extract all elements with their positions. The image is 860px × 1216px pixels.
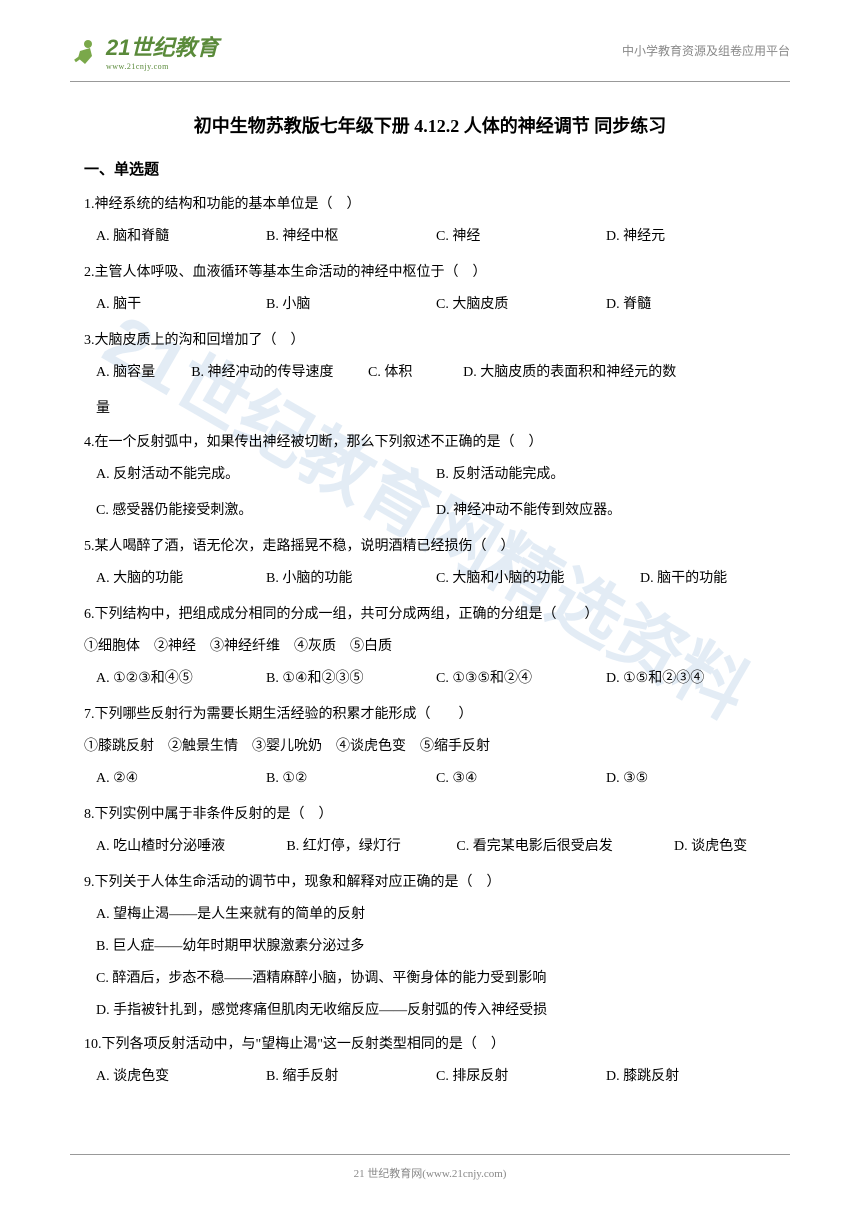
q5-text: 5.某人喝醉了酒，语无伦次，走路摇晃不稳，说明酒精已经损伤（ ） <box>84 533 776 561</box>
question-10: 10.下列各项反射活动中，与"望梅止渴"这一反射类型相同的是（ ） A. 谈虎色… <box>84 1031 776 1091</box>
q6-options: A. ①②③和④⑤ B. ①④和②③⑤ C. ①③⑤和②④ D. ①⑤和②③④ <box>84 665 776 693</box>
question-9: 9.下列关于人体生命活动的调节中，现象和解释对应正确的是（ ） A. 望梅止渴—… <box>84 869 776 1025</box>
question-6: 6.下列结构中，把组成成分相同的分成一组，共可分成两组，正确的分组是（ ） ①细… <box>84 601 776 693</box>
page-header: 21世纪教育 www.21cnjy.com 中小学教育资源及组卷应用平台 <box>70 0 790 82</box>
q9-option-a: A. 望梅止渴——是人生来就有的简单的反射 <box>84 901 776 929</box>
q1-option-a: A. 脑和脊髓 <box>96 223 266 251</box>
q9-option-b: B. 巨人症——幼年时期甲状腺激素分泌过多 <box>84 933 776 961</box>
logo-text-wrap: 21世纪教育 www.21cnjy.com <box>106 30 218 71</box>
question-1: 1.神经系统的结构和功能的基本单位是（ ） A. 脑和脊髓 B. 神经中枢 C.… <box>84 191 776 251</box>
q3-option-d: D. 大脑皮质的表面积和神经元的数 <box>463 359 776 387</box>
q4-option-b: B. 反射活动能完成。 <box>436 461 776 489</box>
q10-option-d: D. 膝跳反射 <box>606 1063 776 1091</box>
q10-option-a: A. 谈虎色变 <box>96 1063 266 1091</box>
q7-sub: ①膝跳反射 ②触景生情 ③婴儿吮奶 ④谈虎色变 ⑤缩手反射 <box>84 733 776 761</box>
question-5: 5.某人喝醉了酒，语无伦次，走路摇晃不稳，说明酒精已经损伤（ ） A. 大脑的功… <box>84 533 776 593</box>
q10-options: A. 谈虎色变 B. 缩手反射 C. 排尿反射 D. 膝跳反射 <box>84 1063 776 1091</box>
q8-option-d: D. 谈虎色变 <box>674 833 776 861</box>
content-area: 初中生物苏教版七年级下册 4.12.2 人体的神经调节 同步练习 一、单选题 1… <box>0 82 860 1091</box>
q4-option-d: D. 神经冲动不能传到效应器。 <box>436 497 776 525</box>
q1-option-c: C. 神经 <box>436 223 606 251</box>
q1-option-d: D. 神经元 <box>606 223 776 251</box>
q6-option-d: D. ①⑤和②③④ <box>606 665 776 693</box>
q6-option-c: C. ①③⑤和②④ <box>436 665 606 693</box>
question-8: 8.下列实例中属于非条件反射的是（ ） A. 吃山楂时分泌唾液 B. 红灯停，绿… <box>84 801 776 861</box>
person-icon <box>70 36 100 66</box>
q3-options: A. 脑容量 B. 神经冲动的传导速度 C. 体积 D. 大脑皮质的表面积和神经… <box>84 359 776 387</box>
q6-sub: ①细胞体 ②神经 ③神经纤维 ④灰质 ⑤白质 <box>84 633 776 661</box>
q7-option-b: B. ①② <box>266 765 436 793</box>
question-3: 3.大脑皮质上的沟和回增加了（ ） A. 脑容量 B. 神经冲动的传导速度 C.… <box>84 327 776 423</box>
q3-option-a: A. 脑容量 <box>96 359 191 387</box>
q10-option-b: B. 缩手反射 <box>266 1063 436 1091</box>
question-7: 7.下列哪些反射行为需要长期生活经验的积累才能形成（ ） ①膝跳反射 ②触景生情… <box>84 701 776 793</box>
logo-main-text: 21世纪教育 <box>106 35 218 60</box>
logo-area: 21世纪教育 www.21cnjy.com <box>70 30 218 71</box>
q7-option-d: D. ③⑤ <box>606 765 776 793</box>
q2-options: A. 脑干 B. 小脑 C. 大脑皮质 D. 脊髓 <box>84 291 776 319</box>
page-footer: 21 世纪教育网(www.21cnjy.com) <box>70 1154 790 1181</box>
q3-option-c: C. 体积 <box>368 359 463 387</box>
q8-text: 8.下列实例中属于非条件反射的是（ ） <box>84 801 776 829</box>
question-4: 4.在一个反射弧中，如果传出神经被切断，那么下列叙述不正确的是（ ） A. 反射… <box>84 429 776 525</box>
q9-text: 9.下列关于人体生命活动的调节中，现象和解释对应正确的是（ ） <box>84 869 776 897</box>
q4-option-c: C. 感受器仍能接受刺激。 <box>96 497 436 525</box>
header-right-text: 中小学教育资源及组卷应用平台 <box>622 42 790 59</box>
q3-text: 3.大脑皮质上的沟和回增加了（ ） <box>84 327 776 355</box>
q6-option-b: B. ①④和②③⑤ <box>266 665 436 693</box>
q5-options: A. 大脑的功能 B. 小脑的功能 C. 大脑和小脑的功能 D. 脑干的功能 <box>84 565 776 593</box>
q3-option-b: B. 神经冲动的传导速度 <box>191 359 368 387</box>
q2-option-b: B. 小脑 <box>266 291 436 319</box>
q4-text: 4.在一个反射弧中，如果传出神经被切断，那么下列叙述不正确的是（ ） <box>84 429 776 457</box>
q5-option-a: A. 大脑的功能 <box>96 565 266 593</box>
q5-option-c: C. 大脑和小脑的功能 <box>436 565 640 593</box>
q2-option-c: C. 大脑皮质 <box>436 291 606 319</box>
q9-option-c: C. 醉酒后，步态不稳——酒精麻醉小脑，协调、平衡身体的能力受到影响 <box>84 965 776 993</box>
q6-text: 6.下列结构中，把组成成分相同的分成一组，共可分成两组，正确的分组是（ ） <box>84 601 776 629</box>
q4-option-a: A. 反射活动不能完成。 <box>96 461 436 489</box>
question-2: 2.主管人体呼吸、血液循环等基本生命活动的神经中枢位于（ ） A. 脑干 B. … <box>84 259 776 319</box>
q8-option-c: C. 看完某电影后很受启发 <box>456 833 674 861</box>
q1-options: A. 脑和脊髓 B. 神经中枢 C. 神经 D. 神经元 <box>84 223 776 251</box>
q6-option-a: A. ①②③和④⑤ <box>96 665 266 693</box>
logo-sub-text: www.21cnjy.com <box>106 62 218 71</box>
q5-option-b: B. 小脑的功能 <box>266 565 436 593</box>
page-title: 初中生物苏教版七年级下册 4.12.2 人体的神经调节 同步练习 <box>84 112 776 138</box>
q8-options: A. 吃山楂时分泌唾液 B. 红灯停，绿灯行 C. 看完某电影后很受启发 D. … <box>84 833 776 861</box>
section-header: 一、单选题 <box>84 158 776 179</box>
q2-option-a: A. 脑干 <box>96 291 266 319</box>
q2-option-d: D. 脊髓 <box>606 291 776 319</box>
q8-option-b: B. 红灯停，绿灯行 <box>286 833 456 861</box>
q8-option-a: A. 吃山楂时分泌唾液 <box>96 833 286 861</box>
q7-text: 7.下列哪些反射行为需要长期生活经验的积累才能形成（ ） <box>84 701 776 729</box>
q7-option-a: A. ②④ <box>96 765 266 793</box>
q7-options: A. ②④ B. ①② C. ③④ D. ③⑤ <box>84 765 776 793</box>
q7-option-c: C. ③④ <box>436 765 606 793</box>
q2-text: 2.主管人体呼吸、血液循环等基本生命活动的神经中枢位于（ ） <box>84 259 776 287</box>
q3-option-d-cont: 量 <box>84 395 776 423</box>
q5-option-d: D. 脑干的功能 <box>640 565 776 593</box>
q1-option-b: B. 神经中枢 <box>266 223 436 251</box>
q10-option-c: C. 排尿反射 <box>436 1063 606 1091</box>
q4-options-2: C. 感受器仍能接受刺激。 D. 神经冲动不能传到效应器。 <box>84 497 776 525</box>
q4-options-1: A. 反射活动不能完成。 B. 反射活动能完成。 <box>84 461 776 489</box>
q9-option-d: D. 手指被针扎到，感觉疼痛但肌肉无收缩反应——反射弧的传入神经受损 <box>84 997 776 1025</box>
q1-text: 1.神经系统的结构和功能的基本单位是（ ） <box>84 191 776 219</box>
q10-text: 10.下列各项反射活动中，与"望梅止渴"这一反射类型相同的是（ ） <box>84 1031 776 1059</box>
